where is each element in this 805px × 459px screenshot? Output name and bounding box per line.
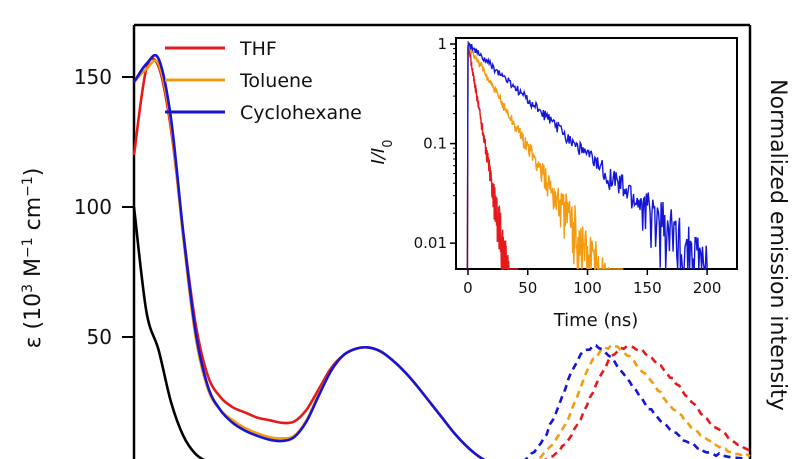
legend-label-thf: THF bbox=[239, 38, 277, 60]
main-plot-curves bbox=[132, 53, 751, 459]
y-label-part-a: ε (10 bbox=[21, 293, 46, 348]
y-tick-label-50: 50 bbox=[87, 325, 112, 349]
y-label-part-e: cm bbox=[21, 197, 46, 238]
inset-curves bbox=[466, 40, 708, 271]
emission-line-toluene bbox=[532, 343, 751, 459]
inset-x-tick-label: 150 bbox=[633, 279, 662, 297]
inset-decay-toluene bbox=[466, 40, 624, 271]
y-label-part-f: −1 bbox=[20, 176, 36, 197]
inset-x-label: Time (ns) bbox=[553, 310, 639, 331]
inset-y-label: I/I0 bbox=[368, 140, 396, 165]
emission-line-cyclohexane bbox=[523, 344, 744, 459]
absorption-line-cyclohexane bbox=[132, 53, 486, 459]
inset-x-tick-label: 100 bbox=[573, 279, 602, 297]
inset-x-tick-label: 200 bbox=[693, 279, 722, 297]
y-axis-ticks: 150 100 50 bbox=[74, 65, 134, 349]
inset-decay-cyclohexane bbox=[466, 41, 708, 270]
inset-decay-thf bbox=[466, 41, 519, 270]
inset-y-label-main: I/I bbox=[368, 148, 389, 165]
inset-x-tick-label: 50 bbox=[518, 279, 537, 297]
legend-label-cyclohexane: Cyclohexane bbox=[240, 102, 362, 124]
legend-label-toluene: Toluene bbox=[239, 70, 313, 92]
inset-y-tick-label: 1 bbox=[437, 35, 447, 53]
y-label-part-b: 3 bbox=[20, 284, 36, 293]
inset-y-tick-label: 0.1 bbox=[423, 135, 447, 153]
y-label-part-d: −1 bbox=[20, 237, 36, 258]
y-axis-label: ε (103 M−1 cm−1) bbox=[20, 168, 46, 349]
y-tick-label-150: 150 bbox=[74, 65, 112, 89]
y-label-part-c: M bbox=[21, 258, 46, 284]
y-label-part-g: ) bbox=[21, 168, 46, 177]
legend: THF Toluene Cyclohexane bbox=[165, 38, 362, 124]
right-axis-label: Normalized emission intensity bbox=[765, 79, 790, 411]
y-tick-label-100: 100 bbox=[74, 195, 112, 219]
inset-y-tick-label: 0.01 bbox=[414, 234, 447, 252]
emission-line-thf bbox=[543, 344, 751, 459]
inset-x-tick-label: 0 bbox=[463, 279, 473, 297]
inset-ticks: 0 50 100 150 200 1 0.1 0.01 bbox=[414, 35, 722, 297]
absorption-line-reference bbox=[132, 206, 205, 459]
inset-y-label-sub: 0 bbox=[381, 140, 396, 148]
